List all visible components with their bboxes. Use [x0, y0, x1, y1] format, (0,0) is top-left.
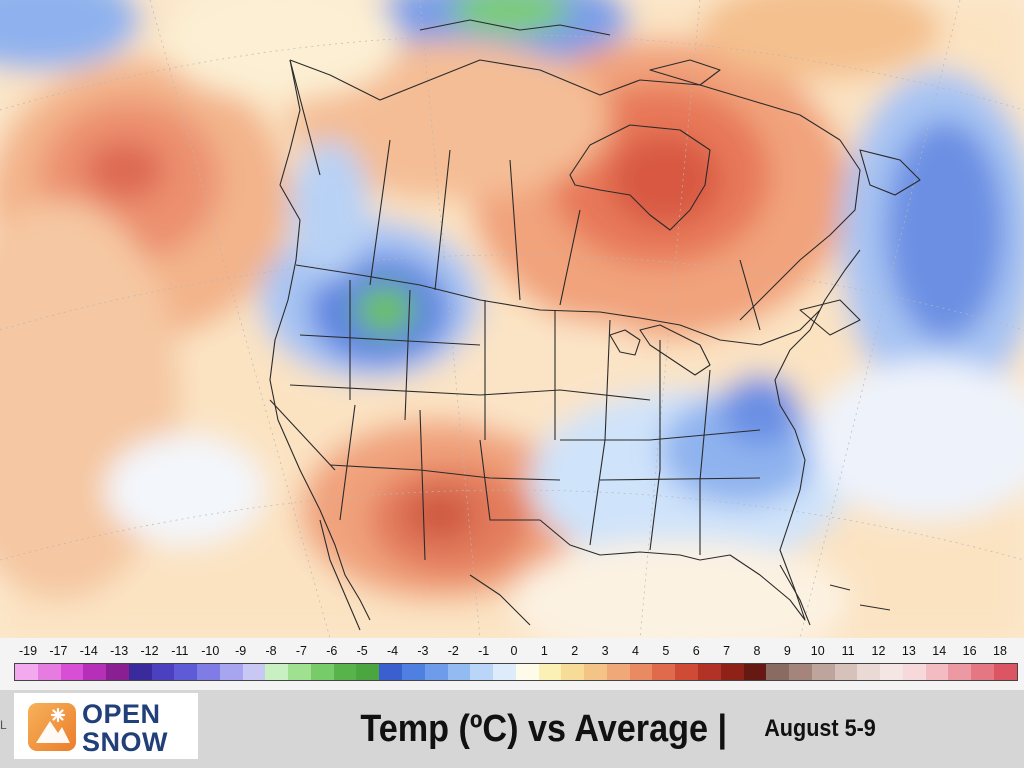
caption-bar: L OPEN SNOW Temp (ºC) vs Average | Augus…: [0, 690, 1024, 768]
legend-tick-label: -7: [295, 644, 307, 658]
legend-tick-label: 7: [723, 644, 731, 658]
legend-tick-label: 0: [510, 644, 518, 658]
legend-swatch: [310, 664, 334, 680]
legend-swatch: [561, 664, 585, 680]
legend-tick-label: -13: [110, 644, 129, 658]
legend-tick-label: -8: [265, 644, 277, 658]
legend-tick-label: -1: [478, 644, 490, 658]
legend-swatch: [811, 664, 835, 680]
legend-tick-label: 13: [901, 644, 916, 658]
legend-swatch: [880, 664, 903, 680]
legend-swatch: [197, 664, 220, 680]
caption-title: Temp (ºC) vs Average |: [360, 707, 728, 750]
legend-swatch: [652, 664, 676, 680]
legend-tick-label: 12: [871, 644, 886, 658]
legend-swatch: [629, 664, 653, 680]
legend-tick-label: 1: [540, 644, 548, 658]
anomaly-field: [0, 0, 1024, 638]
legend-swatch: [379, 664, 403, 680]
legend-tick-label: -6: [326, 644, 338, 658]
left-edge-mark: L: [0, 718, 7, 732]
legend-tick-labels: -19 -17 -14 -13 -12 -11 -10 -9 -8 -7 -6 -5 -4 -3 -2 -1 0…: [0, 644, 1024, 662]
legend-swatch: [402, 664, 425, 680]
legend-tick-label: -17: [49, 644, 68, 658]
legend-swatch: [834, 664, 858, 680]
legend-swatch: [242, 664, 266, 680]
legend-swatch: [902, 664, 926, 680]
legend-swatch: [288, 664, 311, 680]
legend-swatch: [857, 664, 881, 680]
legend-tick-label: -2: [447, 644, 459, 658]
color-scale-legend: -19 -17 -14 -13 -12 -11 -10 -9 -8 -7 -6 -5 -4 -3 -2 -1 0…: [0, 638, 1024, 690]
legend-swatch: [697, 664, 721, 680]
legend-swatch: [83, 664, 107, 680]
legend-tick-label: 11: [841, 644, 855, 658]
legend-swatch: [333, 664, 357, 680]
brand-logo: OPEN SNOW: [14, 693, 198, 759]
legend-swatch: [971, 664, 994, 680]
legend-swatch: [515, 664, 539, 680]
legend-swatch: [743, 664, 767, 680]
legend-swatch: [424, 664, 448, 680]
legend-tick-label: 4: [632, 644, 639, 658]
legend-tick-label: 10: [810, 644, 825, 658]
legend-tick-label: -19: [18, 644, 38, 658]
legend-swatch: [675, 664, 698, 680]
snowflake-mountain-icon: [28, 703, 76, 751]
legend-swatch: [538, 664, 562, 680]
legend-swatch: [447, 664, 471, 680]
legend-tick-label: 3: [601, 644, 609, 658]
legend-tick-label: -5: [356, 644, 368, 658]
legend-tick-label: 18: [993, 644, 1007, 658]
legend-tick-label: -3: [417, 644, 429, 658]
brand-word-bottom: SNOW: [82, 727, 168, 757]
legend-swatch: [493, 664, 516, 680]
legend-swatch: [356, 664, 380, 680]
caption: Temp (ºC) vs Average | August 5-9: [198, 690, 1024, 768]
legend-tick-label: 14: [932, 644, 947, 658]
legend-swatch: [174, 664, 198, 680]
brand-word-top: OPEN: [82, 699, 161, 729]
legend-swatch: [60, 664, 84, 680]
legend-tick-label: 5: [662, 644, 670, 658]
legend-tick-label: 2: [571, 644, 579, 658]
map-canvas: [0, 0, 1024, 638]
legend-swatch: [720, 664, 744, 680]
legend-tick-label: -4: [386, 644, 399, 658]
legend-swatch: [265, 664, 289, 680]
legend-swatch: [151, 664, 175, 680]
legend-tick-label: 16: [962, 644, 977, 658]
legend-tick-label: -12: [140, 644, 159, 658]
legend-swatch: [584, 664, 607, 680]
legend-tick-label: 6: [692, 644, 700, 658]
legend-swatch: [606, 664, 630, 680]
legend-tick-label: -10: [201, 644, 220, 658]
legend-tick-label: 8: [753, 644, 761, 658]
legend-tick-label: -11: [171, 644, 189, 658]
caption-dates: August 5-9: [763, 715, 876, 742]
legend-swatch: [766, 664, 790, 680]
graticule: [0, 0, 1024, 638]
legend-swatch: [15, 664, 38, 680]
legend-tick-label: -9: [235, 644, 247, 658]
boundaries: [269, 19, 921, 631]
temperature-anomaly-map: [0, 0, 1024, 638]
legend-tick-label: -14: [79, 644, 98, 658]
legend-swatch: [948, 664, 972, 680]
legend-swatch: [37, 664, 61, 680]
legend-swatch: [106, 664, 129, 680]
legend-swatch: [470, 664, 494, 680]
legend-color-bar: [14, 663, 1018, 681]
legend-swatch: [219, 664, 243, 680]
legend-swatch: [789, 664, 812, 680]
legend-swatch: [925, 664, 949, 680]
legend-swatch: [128, 664, 152, 680]
legend-swatch: [993, 664, 1017, 680]
legend-tick-label: 9: [783, 644, 791, 658]
